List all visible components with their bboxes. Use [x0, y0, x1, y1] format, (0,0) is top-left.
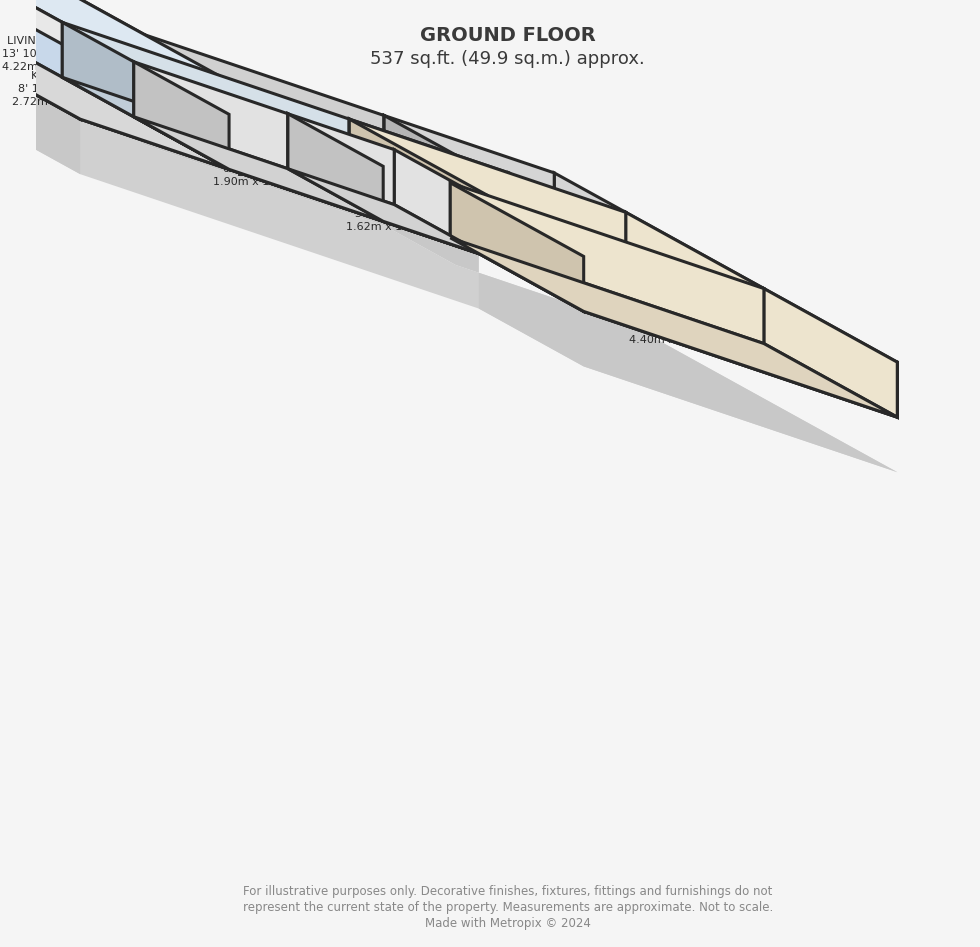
Text: BATHROOM
6' 3" x 6' 4"
1.90m x 1.92m: BATHROOM 6' 3" x 6' 4" 1.90m x 1.92m [213, 151, 298, 188]
Polygon shape [450, 183, 584, 312]
Text: LIVING ROOM
13' 10" x 15' 2"
4.22m x 4.62m: LIVING ROOM 13' 10" x 15' 2" 4.22m x 4.6… [2, 36, 88, 72]
Polygon shape [2, 0, 226, 134]
Text: BEDROOM
14' 5" x 10' 4"
4.40m x 3.14m: BEDROOM 14' 5" x 10' 4" 4.40m x 3.14m [628, 309, 713, 345]
Polygon shape [420, 158, 580, 267]
Polygon shape [479, 199, 584, 312]
Polygon shape [0, 0, 2, 11]
Polygon shape [0, 0, 80, 119]
Polygon shape [584, 257, 898, 418]
Polygon shape [0, 0, 10, 48]
Polygon shape [763, 289, 898, 418]
Polygon shape [288, 114, 383, 222]
Polygon shape [0, 0, 898, 473]
Text: ENSUITE
5' 4" x 6' 4"
1.62m x 1.92m: ENSUITE 5' 4" x 6' 4" 1.62m x 1.92m [346, 196, 430, 232]
Text: For illustrative purposes only. Decorative finishes, fixtures, fittings and furn: For illustrative purposes only. Decorati… [243, 884, 772, 898]
Polygon shape [133, 62, 229, 170]
Polygon shape [0, 0, 898, 473]
Polygon shape [229, 115, 516, 266]
Polygon shape [450, 238, 898, 418]
Text: Made with Metropix © 2024: Made with Metropix © 2024 [425, 917, 591, 930]
Polygon shape [133, 116, 383, 222]
Polygon shape [384, 116, 555, 228]
Polygon shape [145, 35, 384, 170]
Polygon shape [80, 64, 479, 254]
Polygon shape [584, 257, 898, 418]
Polygon shape [384, 116, 456, 210]
Polygon shape [625, 212, 898, 418]
Polygon shape [0, 0, 10, 48]
Polygon shape [555, 173, 625, 267]
Polygon shape [0, 0, 10, 48]
Polygon shape [487, 195, 763, 344]
Polygon shape [288, 114, 394, 205]
Polygon shape [456, 155, 625, 267]
Polygon shape [63, 78, 516, 266]
Polygon shape [0, 0, 229, 170]
Polygon shape [0, 0, 72, 82]
Polygon shape [2, 0, 145, 90]
Polygon shape [349, 119, 625, 267]
Polygon shape [63, 23, 229, 170]
Polygon shape [349, 119, 516, 266]
Text: KITCHEN
8' 11" x 9' 0"
2.72m x 2.74m: KITCHEN 8' 11" x 9' 0" 2.72m x 2.74m [12, 71, 97, 107]
Polygon shape [383, 167, 489, 258]
Polygon shape [229, 115, 383, 222]
Polygon shape [10, 0, 229, 170]
Polygon shape [133, 62, 288, 169]
Text: BALCONY: BALCONY [474, 211, 530, 224]
Polygon shape [349, 119, 487, 250]
Polygon shape [63, 23, 349, 174]
Text: BEDROOM
12' 8" x 8' 5"
3.86m x 2.56m: BEDROOM 12' 8" x 8' 5" 3.86m x 2.56m [516, 241, 602, 278]
Text: ENTRANCE HALL: ENTRANCE HALL [237, 166, 334, 179]
Polygon shape [456, 155, 625, 267]
Polygon shape [0, 0, 10, 48]
Polygon shape [0, 0, 226, 134]
Polygon shape [349, 174, 763, 344]
Polygon shape [80, 64, 229, 170]
Polygon shape [288, 114, 383, 222]
Polygon shape [625, 212, 763, 344]
Polygon shape [509, 173, 580, 267]
Text: WARDROBE: WARDROBE [429, 214, 495, 224]
Polygon shape [288, 169, 489, 258]
Polygon shape [394, 150, 489, 258]
Polygon shape [450, 183, 763, 344]
Text: 537 sq.ft. (49.9 sq.m.) approx.: 537 sq.ft. (49.9 sq.m.) approx. [370, 50, 645, 68]
Polygon shape [0, 0, 2, 11]
Polygon shape [384, 170, 625, 267]
Polygon shape [349, 119, 509, 228]
Text: GROUND FLOOR: GROUND FLOOR [420, 26, 596, 45]
Polygon shape [0, 0, 80, 119]
Text: represent the current state of the property. Measurements are approximate. Not t: represent the current state of the prope… [243, 901, 773, 914]
Polygon shape [72, 27, 226, 134]
Polygon shape [349, 119, 420, 214]
Polygon shape [384, 116, 456, 210]
Polygon shape [349, 174, 580, 267]
